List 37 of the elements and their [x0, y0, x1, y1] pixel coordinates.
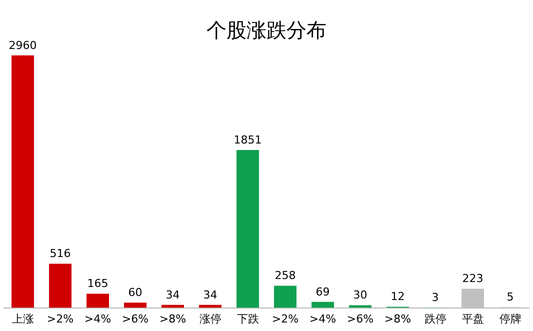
x-tick-label: 平盘	[462, 312, 484, 326]
chart-title: 个股涨跌分布	[206, 18, 326, 42]
x-tick-label: >2%	[46, 312, 74, 326]
data-label: 34	[166, 288, 180, 302]
bar	[349, 305, 372, 308]
data-label: 60	[128, 286, 142, 300]
bar	[124, 302, 146, 308]
x-tick-label: >6%	[122, 312, 149, 326]
bar	[274, 286, 296, 308]
x-tick-label: 上涨	[12, 312, 34, 326]
x-tick-label: >6%	[346, 312, 374, 326]
bar	[312, 302, 334, 308]
data-label: 3	[432, 290, 439, 304]
x-tick-label: >4%	[309, 312, 336, 326]
x-tick-label: 涨停	[199, 312, 222, 326]
bar	[236, 150, 259, 308]
bar	[49, 264, 72, 308]
data-label: 1851	[234, 133, 262, 146]
data-label: 258	[274, 269, 296, 282]
data-label: 69	[316, 285, 330, 298]
bar	[86, 294, 109, 308]
x-tick-label: >8%	[159, 312, 186, 326]
data-label: 12	[390, 290, 405, 304]
data-label: 2960	[8, 38, 37, 52]
data-label: 30	[353, 288, 368, 302]
x-tick-label: 跌停	[424, 312, 446, 326]
bar	[12, 55, 34, 308]
x-tick-label: 停牌	[499, 312, 522, 326]
x-tick-label: >4%	[84, 312, 112, 326]
data-label: 223	[462, 272, 484, 286]
data-label: 34	[203, 288, 218, 302]
x-tick-label: 下跌	[236, 312, 259, 326]
x-tick-label: >8%	[384, 312, 412, 326]
data-label: 165	[87, 277, 108, 290]
data-label: 5	[506, 290, 514, 304]
data-label: 516	[50, 247, 71, 260]
x-tick-label: >2%	[272, 312, 299, 326]
